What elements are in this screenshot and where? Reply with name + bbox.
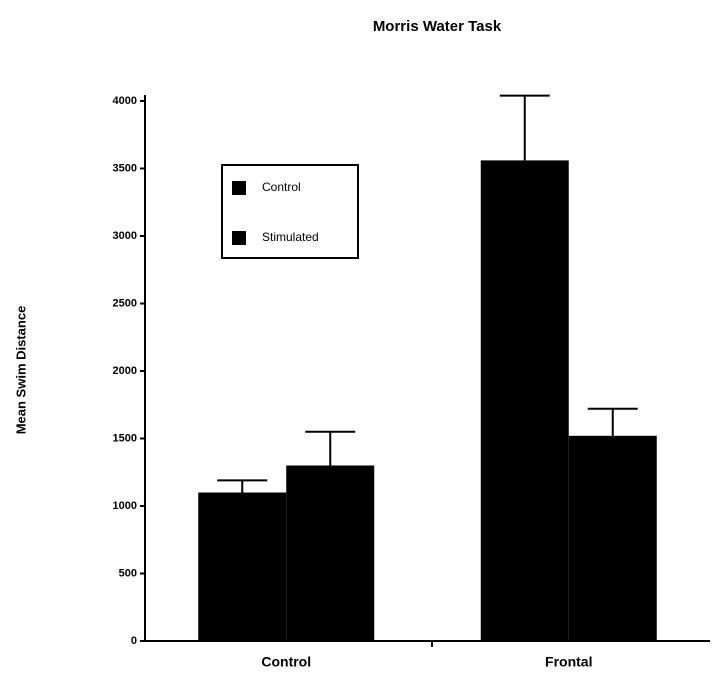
bar bbox=[198, 492, 287, 641]
y-tick-label: 1000 bbox=[113, 500, 137, 512]
bar bbox=[286, 465, 375, 641]
legend-swatch bbox=[232, 181, 246, 195]
y-tick-label: 2500 bbox=[113, 297, 137, 309]
bar bbox=[480, 160, 569, 641]
legend-label: Control bbox=[262, 180, 301, 194]
y-tick-label: 2000 bbox=[113, 365, 137, 377]
x-tick-label: Frontal bbox=[545, 654, 592, 670]
y-axis-label: Mean Swim Distance bbox=[13, 306, 28, 435]
y-tick-label: 4000 bbox=[113, 95, 137, 107]
y-tick-label: 3500 bbox=[113, 162, 137, 174]
y-tick-label: 0 bbox=[131, 635, 137, 647]
legend-swatch bbox=[232, 231, 246, 245]
bar bbox=[568, 435, 657, 641]
y-tick-label: 1500 bbox=[113, 432, 137, 444]
y-tick-label: 3000 bbox=[113, 230, 137, 242]
y-tick-label: 500 bbox=[119, 567, 137, 579]
chart-title: Morris Water Task bbox=[373, 18, 502, 35]
legend-label: Stimulated bbox=[262, 230, 319, 244]
x-tick-label: Control bbox=[261, 654, 311, 670]
